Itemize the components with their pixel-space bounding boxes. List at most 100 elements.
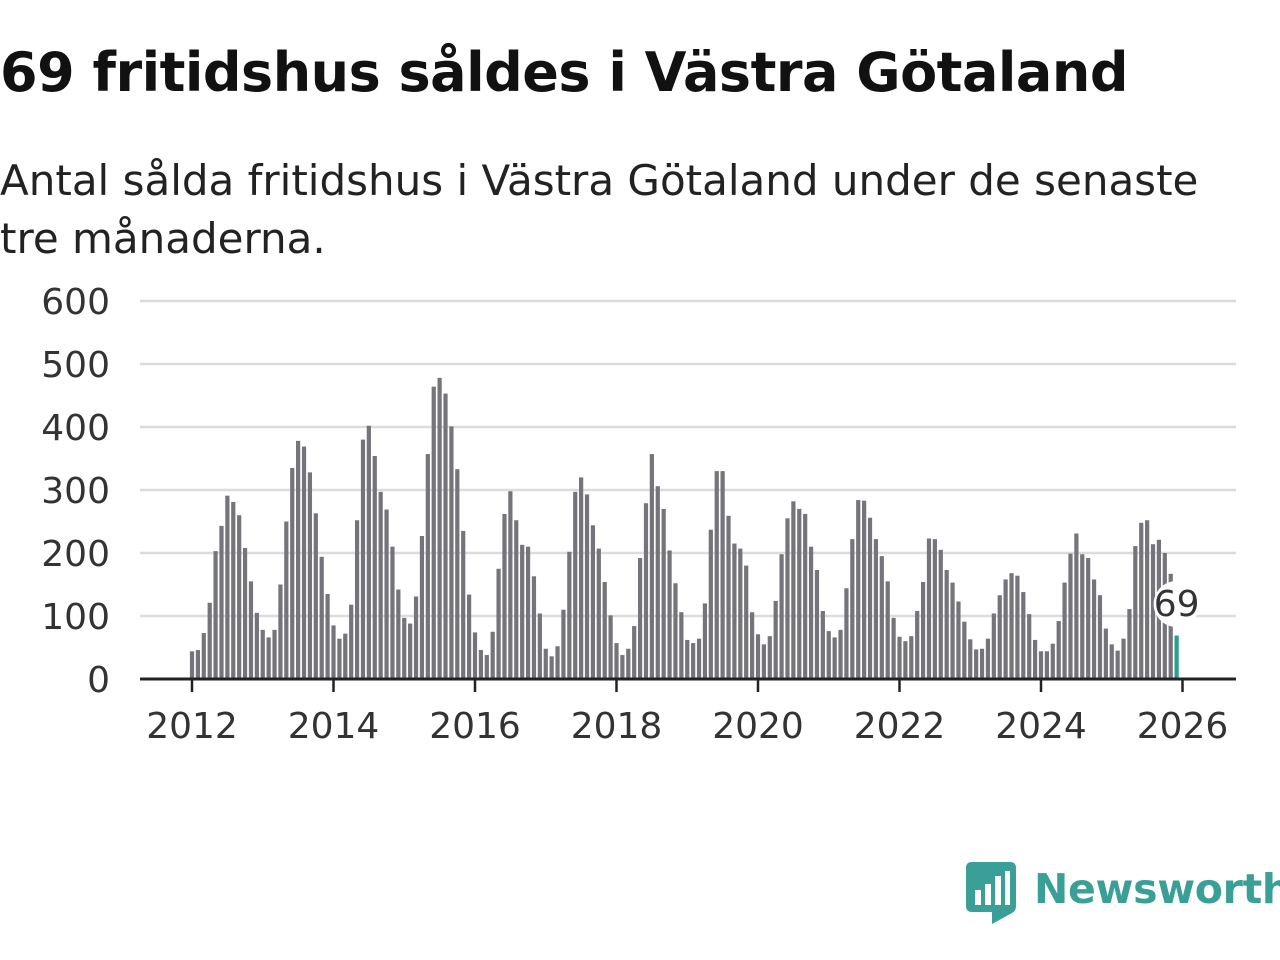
bar: [1121, 638, 1126, 679]
bar: [991, 613, 996, 679]
bar: [968, 639, 973, 679]
axes: 0 100 200 300 400 500 600 2012 2014 2016 2018 2020 2…: [41, 282, 1236, 747]
bar: [549, 656, 554, 679]
bar: [319, 556, 324, 679]
bar: [378, 491, 383, 679]
bar: [1145, 520, 1150, 679]
bar: [608, 615, 613, 679]
gridlines: [140, 299, 1236, 618]
bar: [932, 539, 937, 679]
bar: [207, 602, 212, 679]
bar: [844, 588, 849, 679]
bar: [856, 500, 861, 679]
bar: [502, 513, 507, 679]
bar: [313, 513, 318, 679]
newsworthy-logo-icon: [966, 862, 1016, 924]
newsworthy-logo: Newsworthy: [966, 862, 1280, 928]
bar: [1033, 639, 1038, 679]
x-tick-label: 2024: [995, 706, 1087, 747]
bar: [496, 568, 501, 679]
bar: [920, 581, 926, 679]
x-tick-label: 2012: [146, 706, 238, 747]
bar: [1074, 533, 1079, 679]
bar: [962, 621, 967, 679]
bars: [189, 377, 1179, 679]
x-tick-label: 2014: [288, 706, 380, 747]
bar: [626, 648, 631, 679]
bar: [408, 623, 413, 679]
bar: [590, 525, 596, 679]
bar: [231, 501, 236, 679]
bar: [1038, 651, 1044, 679]
x-tick-label: 2016: [429, 706, 521, 747]
bar: [490, 631, 495, 679]
bar: [773, 600, 778, 679]
bar: [938, 549, 943, 679]
bar: [1056, 621, 1061, 679]
y-tick-label: 300: [41, 471, 110, 512]
bar: [696, 638, 702, 679]
bar: [325, 593, 330, 679]
bar: [301, 446, 307, 679]
bar: [909, 636, 914, 679]
bar: [1109, 644, 1114, 679]
bar: [661, 508, 666, 679]
bar: [360, 439, 366, 679]
bar: [803, 513, 808, 679]
bar: [679, 612, 684, 679]
bar: [425, 454, 430, 679]
chart-subtitle: Antal sålda fritidshus i Västra Götaland…: [0, 156, 1199, 263]
bar: [472, 632, 478, 679]
bar: [862, 500, 867, 679]
bar: [573, 491, 578, 679]
bar: [944, 570, 949, 679]
bar: [1086, 558, 1091, 679]
y-tick-label: 100: [41, 597, 110, 638]
brand-name: Newsworthy: [1034, 865, 1280, 913]
bar: [873, 539, 879, 679]
bar: [974, 649, 979, 679]
bar-chart: 0 100 200 300 400 500 600 2012 2014 2016 2018 2020 2…: [41, 282, 1236, 747]
bar: [979, 648, 985, 679]
chart-title: 69 fritidshus såldes i Västra Götaland: [0, 41, 1128, 104]
bar: [1127, 609, 1132, 679]
bar: [649, 454, 654, 679]
bar: [201, 633, 206, 679]
bar: [1003, 579, 1008, 679]
bar: [1168, 573, 1173, 679]
bar: [708, 529, 713, 679]
bar: [555, 646, 560, 679]
y-tick-label: 200: [41, 534, 110, 575]
bar: [897, 636, 902, 679]
bar: [1150, 544, 1156, 679]
bar: [296, 440, 301, 679]
bar: [1050, 643, 1055, 679]
bar: [1068, 553, 1073, 679]
bar: [685, 639, 690, 679]
bar: [567, 551, 572, 679]
bar: [891, 617, 896, 679]
bar: [614, 643, 619, 679]
bar: [290, 467, 295, 679]
bar: [1115, 650, 1120, 679]
bar: [514, 520, 519, 679]
bar: [461, 530, 466, 679]
y-tick-label: 600: [41, 282, 110, 323]
bar: [531, 576, 537, 679]
bar: [1103, 628, 1108, 679]
bar: [926, 538, 932, 679]
bar: [402, 617, 407, 679]
bar: [885, 581, 890, 679]
bar: [1097, 595, 1103, 679]
bar: [602, 581, 607, 679]
bar: [484, 655, 489, 679]
bar: [372, 455, 377, 679]
bar: [1009, 573, 1014, 679]
bar: [1015, 575, 1020, 679]
bar: [726, 515, 731, 679]
bar: [248, 581, 254, 679]
bar: [467, 594, 472, 679]
bar: [797, 508, 802, 679]
bar: [349, 604, 354, 679]
bar: [343, 633, 348, 679]
